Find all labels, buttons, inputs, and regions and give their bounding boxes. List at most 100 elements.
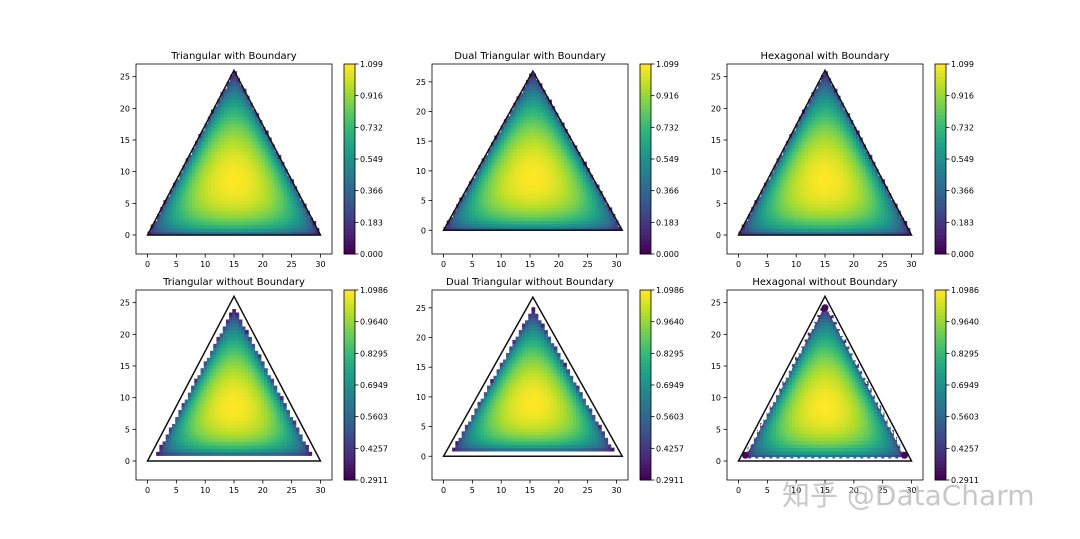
heat-cell (283, 179, 288, 184)
heat-cell (245, 133, 250, 139)
heat-cell (487, 207, 492, 212)
heat-cell (468, 217, 473, 222)
colorbar-segment (935, 95, 946, 100)
heat-cell (200, 437, 205, 442)
heat-cell (207, 231, 212, 236)
y-tick-label: 15 (711, 136, 721, 145)
heat-cell (798, 224, 803, 229)
heat-cell (884, 228, 889, 233)
heat-cell (516, 184, 521, 189)
heat-cell (226, 221, 231, 226)
heat-cell (544, 220, 549, 225)
heat-cell (217, 116, 222, 121)
heat-cell (251, 416, 256, 422)
heat-cell (833, 203, 838, 208)
heat-cell (824, 127, 828, 132)
heat-cell (264, 161, 269, 166)
colorbar-segment (640, 98, 651, 103)
heat-cell (195, 140, 199, 146)
heat-cell (859, 186, 863, 191)
heat-cell (252, 193, 256, 198)
heat-cell (260, 444, 265, 449)
heat-cell (312, 228, 317, 233)
heat-cell (280, 189, 285, 194)
heat-cell (817, 221, 822, 226)
heat-cell (270, 423, 275, 429)
heat-cell (213, 448, 218, 453)
heat-cell (201, 133, 206, 139)
heat-cell (786, 231, 790, 236)
heat-cell (239, 88, 244, 93)
heat-cell (824, 116, 828, 121)
heat-cell (513, 174, 518, 179)
heat-cell (213, 437, 218, 442)
heat-cell (871, 165, 876, 170)
heat-cell (258, 182, 263, 187)
heat-cell (824, 154, 828, 159)
heat-cell (830, 102, 835, 107)
heat-cell (871, 210, 876, 215)
heat-cell (261, 144, 266, 149)
heat-cell (532, 207, 537, 212)
heat-cell (261, 228, 266, 233)
heat-cell (258, 161, 263, 166)
heat-cell (751, 214, 755, 219)
heat-cell (500, 178, 505, 182)
heat-cell (160, 224, 164, 229)
heat-cell (560, 210, 565, 215)
heat-cell (513, 145, 518, 150)
heat-cell (219, 396, 224, 401)
heat-cell (185, 193, 190, 198)
heat-cell (475, 178, 480, 182)
heat-cell (232, 416, 237, 422)
heat-cell (529, 148, 533, 153)
heat-cell (830, 137, 835, 142)
heat-cell (827, 168, 832, 173)
heat-cell (216, 423, 221, 429)
heat-cell (225, 403, 230, 408)
heat-cell (491, 223, 495, 228)
heat-cell (824, 109, 828, 114)
heat-cell (465, 187, 470, 192)
heat-cell (276, 403, 281, 408)
heat-cell (484, 194, 489, 199)
heat-cell (185, 189, 190, 194)
heat-cell (210, 214, 215, 219)
heat-cell (525, 171, 530, 176)
colorbar-segment (344, 76, 355, 81)
heat-cell (225, 416, 230, 422)
heat-cell (217, 168, 222, 173)
heat-cell (182, 182, 187, 187)
heat-cell (868, 172, 873, 177)
heat-cell (871, 217, 876, 222)
heat-cell (182, 168, 187, 173)
heat-cell (242, 99, 247, 104)
heat-cell (805, 168, 809, 173)
heat-cell (162, 444, 167, 449)
heat-cell (238, 427, 243, 432)
heat-cell (522, 168, 527, 173)
heat-cell (210, 172, 215, 177)
heat-cell (862, 207, 866, 212)
heat-cell (776, 165, 781, 170)
heat-cell (801, 127, 806, 132)
heat-cell (776, 196, 781, 201)
heat-cell (789, 137, 794, 142)
heat-cell (271, 179, 275, 184)
heat-cell (554, 223, 559, 228)
heat-cell (229, 137, 234, 142)
heat-cell (516, 220, 521, 225)
heat-cell (277, 214, 282, 219)
heat-cell (491, 178, 495, 182)
heat-cell (172, 193, 177, 198)
heat-cell (763, 200, 768, 205)
heat-cell (554, 129, 559, 133)
heat-cell (773, 193, 778, 198)
heat-cell (223, 165, 228, 170)
heat-cell (487, 155, 492, 160)
heat-cell (268, 203, 272, 208)
heat-cell (833, 186, 838, 191)
heat-cell (201, 147, 206, 152)
colorbar-segment (935, 127, 946, 131)
heat-cell (286, 430, 290, 435)
